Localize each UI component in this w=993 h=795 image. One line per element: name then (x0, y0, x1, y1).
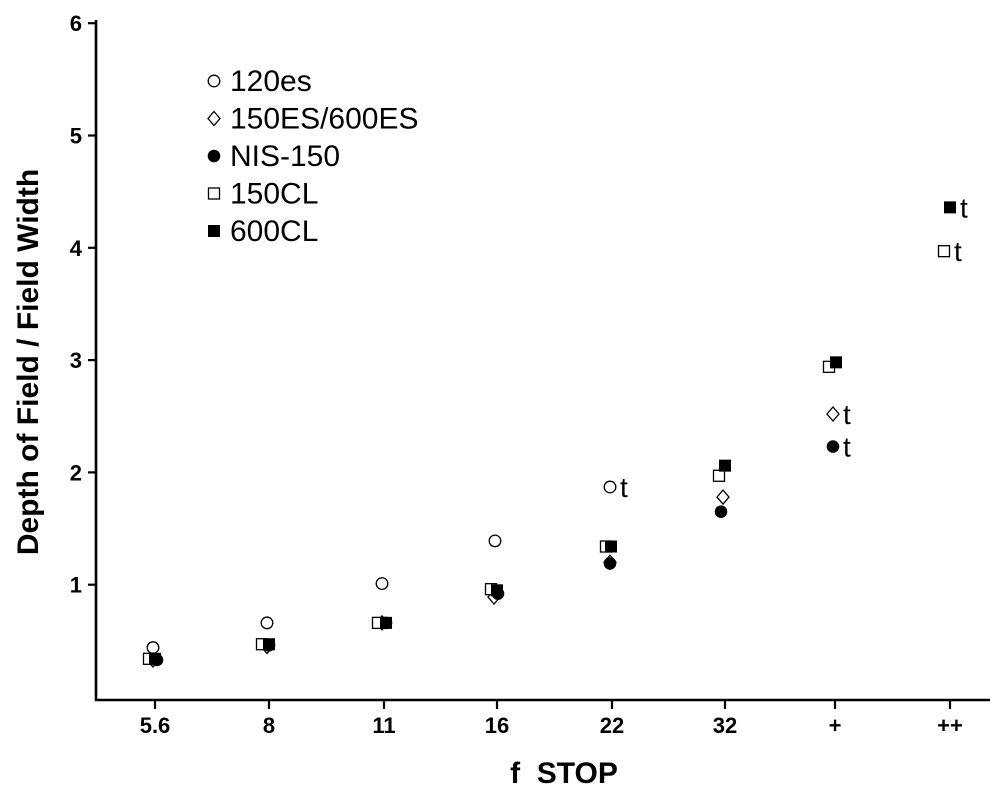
x-tick-label: 32 (713, 713, 737, 738)
x-axis-title: f STOP (510, 757, 618, 790)
point-annotation: t (620, 472, 628, 503)
data-point (716, 489, 730, 506)
legend-marker (207, 74, 221, 88)
legend-marker (207, 110, 221, 127)
y-axis-title: Depth of Field / Field Width (12, 169, 45, 555)
legend-label: 150ES/600ES (230, 103, 418, 136)
data-point (380, 616, 392, 629)
x-tick-label: ++ (937, 713, 963, 738)
y-tick-label: 3 (70, 348, 82, 373)
data-point (944, 201, 956, 214)
data-point (263, 638, 275, 651)
legend-label: 120es (230, 65, 312, 98)
point-annotation: t (960, 192, 968, 223)
data-point (375, 577, 389, 591)
x-tick-label: 5.6 (140, 713, 171, 738)
axis-frame (94, 20, 990, 702)
y-tick-label: 6 (70, 11, 82, 36)
x-tick-label: + (829, 713, 842, 738)
data-point (149, 652, 161, 665)
data-point (260, 616, 274, 630)
y-axis-ticks: 1 2 3 4 5 6 (70, 11, 96, 598)
legend-marker (207, 149, 221, 163)
data-point (488, 534, 502, 548)
point-annotation: t (843, 399, 851, 430)
data-point (605, 540, 617, 553)
data-point (830, 356, 842, 369)
y-tick-label: 5 (70, 124, 82, 149)
x-tick-label: 8 (263, 713, 275, 738)
legend-label: 150CL (230, 178, 318, 211)
legend-marker (207, 187, 221, 200)
x-tick-label: 11 (372, 713, 395, 738)
data-point (826, 406, 840, 423)
y-tick-label: 1 (70, 573, 82, 598)
data-point (712, 469, 726, 482)
data-point (937, 245, 951, 258)
legend-marker (208, 225, 220, 237)
data-point (491, 584, 503, 597)
x-tick-label: 22 (600, 713, 624, 738)
data-point (826, 440, 840, 453)
x-tick-label: 16 (485, 713, 509, 738)
data-point (146, 641, 160, 655)
data-point (603, 480, 617, 494)
legend: 120es 150ES/600ES NIS-150 150CL 600CL (207, 65, 418, 248)
legend-label: 600CL (230, 215, 318, 248)
y-tick-label: 2 (70, 460, 82, 485)
y-tick-label: 4 (70, 236, 83, 261)
axes (94, 20, 990, 702)
point-annotation: t (843, 432, 851, 463)
data-point (719, 459, 731, 472)
x-axis-ticks: 5.6 8 11 16 22 32 + ++ (140, 700, 963, 738)
data-point (714, 505, 728, 519)
legend-label: NIS-150 (230, 140, 340, 173)
data-point (603, 557, 617, 570)
point-annotation: t (954, 236, 962, 267)
